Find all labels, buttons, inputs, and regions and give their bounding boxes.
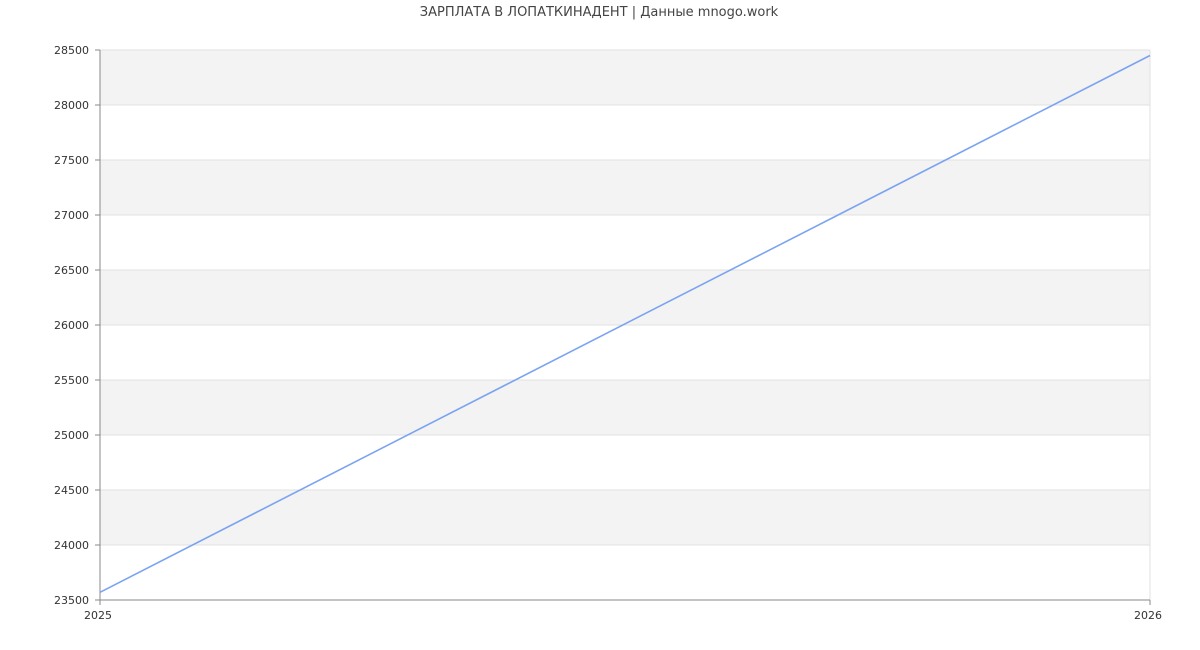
y-tick-label: 28000: [54, 99, 89, 112]
y-tick-label: 26000: [54, 319, 89, 332]
y-tick-label: 27500: [54, 154, 89, 167]
background-band: [100, 545, 1150, 600]
background-band: [100, 105, 1150, 160]
background-band: [100, 160, 1150, 215]
background-band: [100, 50, 1150, 105]
x-tick-label: 2026: [1134, 609, 1162, 622]
background-band: [100, 380, 1150, 435]
salary-line: [99, 54, 1151, 594]
y-tick-label: 23500: [54, 594, 89, 607]
background-band: [100, 270, 1150, 325]
y-tick-label: 27000: [54, 209, 89, 222]
y-tick-label: 25500: [54, 374, 89, 387]
y-tick-label: 26500: [54, 264, 89, 277]
chart-title: ЗАРПЛАТА В ЛОПАТКИНАДЕНТ | Данные mnogo.…: [420, 5, 779, 20]
x-tick-label: 2025: [84, 609, 112, 622]
y-tick-label: 24500: [54, 484, 89, 497]
background-band: [100, 435, 1150, 490]
background-band: [100, 490, 1150, 545]
y-tick-label: 28500: [54, 44, 89, 57]
y-tick-label: 24000: [54, 539, 89, 552]
background-band: [100, 215, 1150, 270]
background-band: [100, 325, 1150, 380]
y-tick-label: 25000: [54, 429, 89, 442]
